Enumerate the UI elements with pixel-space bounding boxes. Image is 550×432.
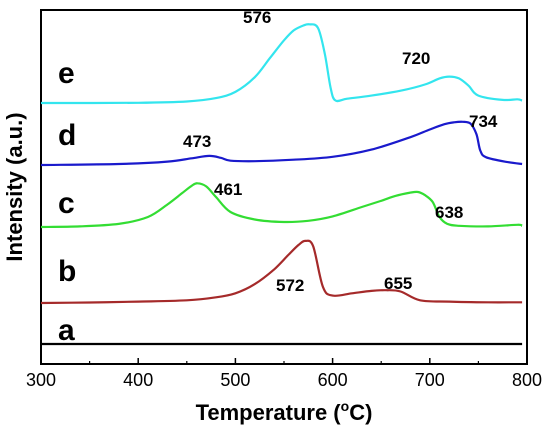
plot-frame	[40, 9, 528, 365]
series-line-d	[40, 120, 523, 167]
peak-label-473: 473	[183, 132, 211, 151]
peak-label-720: 720	[402, 49, 430, 68]
x-tick-label-600: 600	[318, 370, 348, 390]
curves	[40, 23, 523, 346]
x-tick-label-800: 800	[512, 370, 542, 390]
series-line-e	[40, 23, 523, 105]
curve-letter-a: a	[58, 314, 75, 347]
curve-letter-e: e	[58, 57, 75, 90]
peak-label-572: 572	[276, 276, 304, 295]
peak-label-734: 734	[469, 112, 498, 131]
axis-ticks: 300 400 500 600 700 800	[26, 358, 542, 390]
x-axis-title-end: C)	[349, 400, 372, 425]
series-line-b	[40, 239, 523, 305]
x-tick-label-400: 400	[123, 370, 153, 390]
peak-label-576: 576	[243, 8, 271, 27]
curve-letter-c: c	[58, 187, 75, 220]
series-line-c	[40, 182, 523, 229]
x-axis-title-sup: o	[341, 398, 350, 414]
x-axis-title-main: Temperature (	[196, 400, 342, 425]
x-axis-title: Temperature (oC)	[196, 398, 373, 425]
x-tick-label-700: 700	[415, 370, 445, 390]
x-tick-label-500: 500	[220, 370, 250, 390]
x-tick-label-300: 300	[26, 370, 56, 390]
curve-letter-b: b	[58, 255, 76, 288]
peak-label-655: 655	[384, 274, 412, 293]
y-axis-title: Intensity (a.u.)	[2, 112, 27, 261]
peak-label-638: 638	[435, 203, 463, 222]
peak-label-461: 461	[214, 180, 242, 199]
curve-letter-d: d	[58, 119, 76, 152]
